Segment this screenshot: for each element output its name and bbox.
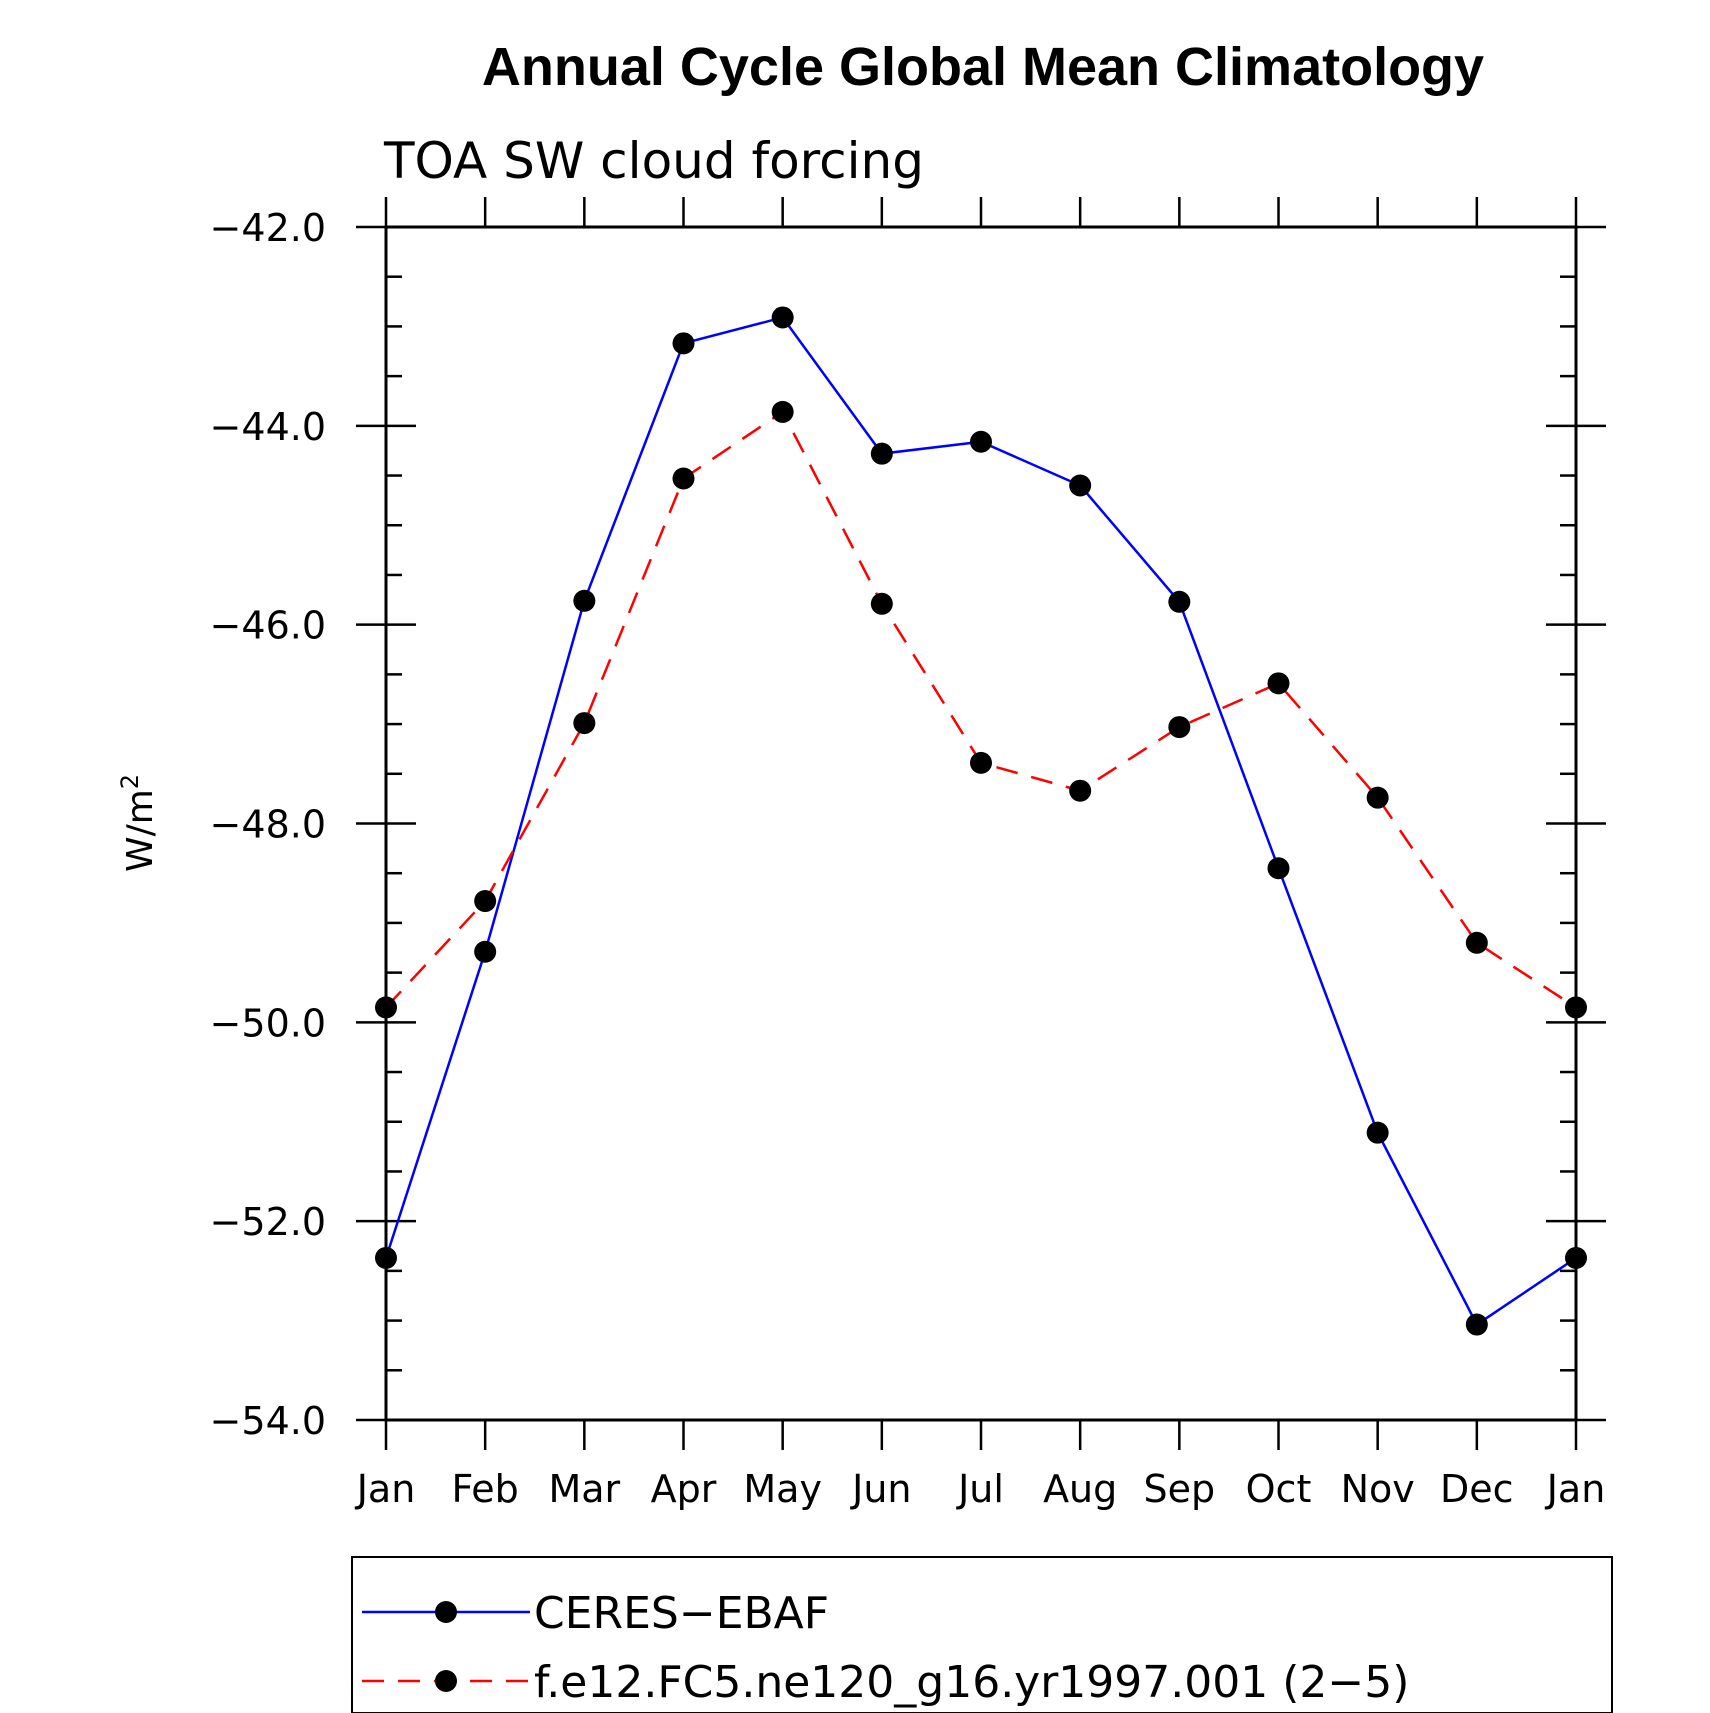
series-1-point bbox=[375, 1246, 397, 1269]
y-axis-label-text: W/m bbox=[120, 789, 161, 872]
y-tick-label: −52.0 bbox=[210, 1200, 326, 1244]
x-tick-label: Aug bbox=[1043, 1467, 1117, 1511]
series-layer bbox=[375, 306, 1587, 1336]
series-2-point bbox=[375, 996, 397, 1019]
series-1-point bbox=[672, 332, 695, 355]
x-tick-label: Jan bbox=[355, 1467, 416, 1511]
series-line-1 bbox=[384, 316, 1577, 1326]
x-tick-label: Nov bbox=[1341, 1467, 1415, 1511]
axis-ticks bbox=[356, 197, 1606, 1450]
series-1-point bbox=[1267, 857, 1290, 880]
y-axis-label-superscript: 2 bbox=[116, 774, 144, 789]
series-2-point bbox=[1465, 931, 1488, 954]
series-2-point bbox=[870, 592, 893, 615]
y-tick-label: −46.0 bbox=[210, 604, 326, 648]
series-1-point bbox=[1366, 1121, 1389, 1144]
series-2-point bbox=[1168, 716, 1191, 739]
x-tick-label: Mar bbox=[548, 1467, 620, 1511]
x-tick-label: Sep bbox=[1144, 1467, 1216, 1511]
y-tick-label: −50.0 bbox=[210, 1001, 326, 1045]
y-tick-label: −48.0 bbox=[210, 803, 326, 847]
legend-box bbox=[351, 1556, 1613, 1713]
series-1-point bbox=[771, 306, 794, 329]
x-tick-label: May bbox=[743, 1467, 822, 1511]
series-1-point bbox=[1168, 590, 1191, 613]
series-1-point bbox=[573, 589, 596, 612]
series-2-point bbox=[970, 751, 992, 774]
legend-label-1: CERES−EBAF bbox=[534, 1588, 829, 1639]
series-2-point bbox=[672, 467, 695, 490]
legend-label-2: f.e12.FC5.ne120_g16.yr1997.001 (2−5) bbox=[534, 1657, 1409, 1708]
series-1-point bbox=[1069, 474, 1092, 497]
series-1-point bbox=[870, 442, 893, 465]
series-2-point bbox=[771, 400, 794, 423]
series-1-point bbox=[1465, 1313, 1488, 1336]
x-tick-label: Jun bbox=[850, 1467, 911, 1511]
legend-marker-2 bbox=[435, 1670, 457, 1692]
series-2-point bbox=[1267, 672, 1290, 695]
x-tick-label: Dec bbox=[1440, 1467, 1514, 1511]
y-tick-label: −42.0 bbox=[210, 206, 326, 250]
x-tick-label: Oct bbox=[1246, 1467, 1312, 1511]
series-1-point bbox=[1565, 1246, 1587, 1269]
x-tick-labels: Jan Feb Mar Apr May Jun Jul Aug Sep Oct Nov Dec Jan bbox=[355, 1467, 1606, 1511]
y-axis-label: W/m2 bbox=[116, 774, 161, 872]
legend: CERES−EBAF f.e12.FC5.ne120_g16.yr1997.001… bbox=[362, 1588, 1409, 1708]
chart-title: Annual Cycle Global Mean Climatology bbox=[482, 37, 1484, 97]
y-tick-labels: −54.0 −52.0 −50.0 −48.0 −46.0 −44.0 −42.0 bbox=[210, 206, 326, 1443]
series-line-2 bbox=[385, 410, 1577, 1009]
series-2-point bbox=[474, 890, 497, 913]
series-1-point bbox=[474, 940, 497, 963]
chart-subtitle: TOA SW cloud forcing bbox=[383, 132, 924, 190]
y-tick-label: −44.0 bbox=[210, 405, 326, 449]
x-tick-label: Apr bbox=[651, 1467, 717, 1511]
legend-marker-1 bbox=[435, 1601, 457, 1623]
y-tick-label: −54.0 bbox=[210, 1399, 326, 1443]
x-tick-label: Jul bbox=[956, 1467, 1004, 1511]
series-2-point bbox=[1565, 996, 1587, 1019]
series-1-point bbox=[970, 430, 992, 453]
series-2-point bbox=[1366, 786, 1389, 809]
x-tick-label: Feb bbox=[452, 1467, 519, 1511]
series-2-point bbox=[573, 712, 596, 735]
plot-frame bbox=[384, 225, 1578, 1422]
series-2-point bbox=[1069, 779, 1092, 802]
x-tick-label: Jan bbox=[1545, 1467, 1606, 1511]
